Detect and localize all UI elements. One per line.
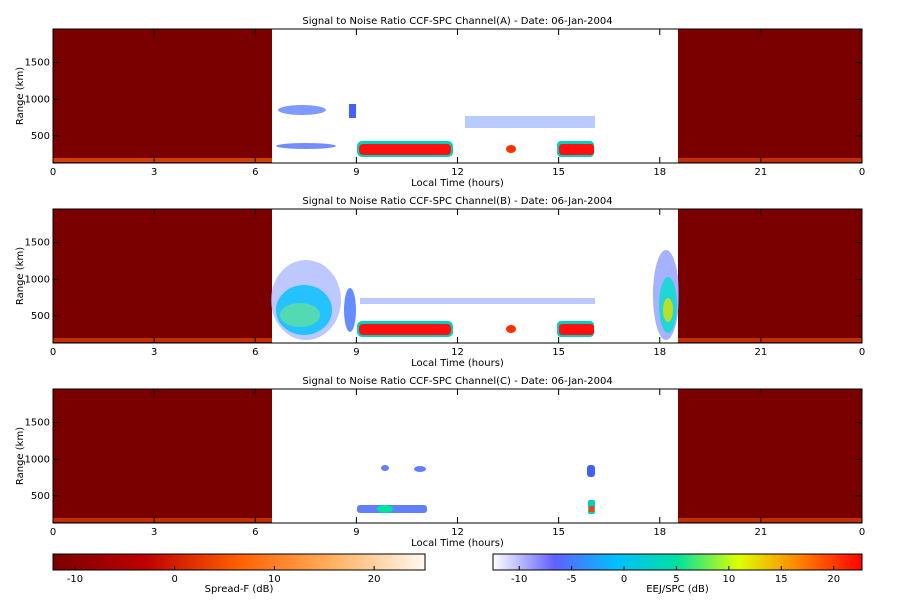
x-tick-label: 15	[552, 527, 565, 538]
colorbar-tick-label: 5	[673, 574, 679, 585]
y-tick-label: 500	[31, 491, 50, 502]
colorbar	[492, 553, 863, 571]
colorbar-label: EEJ/SPC (dB)	[646, 584, 709, 595]
x-axis-label: Local Time (hours)	[411, 538, 504, 549]
x-axis-label: Local Time (hours)	[411, 358, 504, 369]
x-tick-label: 6	[252, 527, 258, 538]
y-tick-label: 1000	[25, 94, 50, 105]
colorbar-tick-label: 0	[621, 574, 627, 585]
x-tick-label: 18	[653, 347, 666, 358]
y-tick-label: 500	[31, 311, 50, 322]
x-tick-label: 3	[151, 347, 157, 358]
x-tick-label: 9	[353, 347, 359, 358]
y-axis-label: Range (km)	[15, 427, 26, 485]
x-axis-label: Local Time (hours)	[411, 178, 504, 189]
x-tick-label: 6	[252, 347, 258, 358]
colorbar-tick-label: 10	[722, 574, 735, 585]
x-tick-label: 3	[151, 527, 157, 538]
x-tick-label: 0	[50, 347, 56, 358]
x-tick-label: 0	[859, 347, 865, 358]
x-tick-label: 3	[151, 167, 157, 178]
x-tick-label: 9	[353, 167, 359, 178]
colorbar-tick-label: 10	[268, 574, 281, 585]
x-tick-label: 21	[755, 527, 768, 538]
x-tick-label: 18	[653, 527, 666, 538]
colorbar-tick-label: 0	[171, 574, 177, 585]
chart-title: Signal to Noise Ratio CCF-SPC Channel(A)…	[302, 16, 612, 27]
colorbar	[52, 553, 426, 571]
y-tick-label: 1500	[25, 58, 50, 69]
x-tick-label: 12	[451, 347, 464, 358]
y-axis-label: Range (km)	[15, 247, 26, 305]
x-tick-label: 21	[755, 347, 768, 358]
y-tick-label: 1000	[25, 274, 50, 285]
x-tick-label: 9	[353, 527, 359, 538]
colorbar-tick-label: -5	[567, 574, 577, 585]
colorbar-tick-label: 20	[827, 574, 840, 585]
x-tick-label: 6	[252, 167, 258, 178]
x-tick-label: 12	[451, 527, 464, 538]
colorbar-tick-label: -10	[67, 574, 83, 585]
y-tick-label: 1500	[25, 418, 50, 429]
colorbar-tick-label: -10	[511, 574, 527, 585]
x-tick-label: 15	[552, 167, 565, 178]
y-tick-label: 1500	[25, 238, 50, 249]
x-tick-label: 12	[451, 167, 464, 178]
x-tick-label: 15	[552, 347, 565, 358]
x-tick-label: 21	[755, 167, 768, 178]
y-tick-label: 1000	[25, 454, 50, 465]
x-tick-label: 0	[50, 167, 56, 178]
chart-title: Signal to Noise Ratio CCF-SPC Channel(C)…	[302, 376, 612, 387]
colorbar-tick-label: 20	[368, 574, 381, 585]
x-tick-label: 18	[653, 167, 666, 178]
x-tick-label: 0	[50, 527, 56, 538]
x-tick-label: 0	[859, 167, 865, 178]
chart-title: Signal to Noise Ratio CCF-SPC Channel(B)…	[302, 196, 612, 207]
heatmap-background	[53, 29, 862, 523]
colorbar-label: Spread-F (dB)	[205, 584, 274, 595]
x-tick-label: 0	[859, 527, 865, 538]
colorbar-tick-label: 15	[775, 574, 788, 585]
y-tick-label: 500	[31, 131, 50, 142]
y-axis-label: Range (km)	[15, 67, 26, 125]
